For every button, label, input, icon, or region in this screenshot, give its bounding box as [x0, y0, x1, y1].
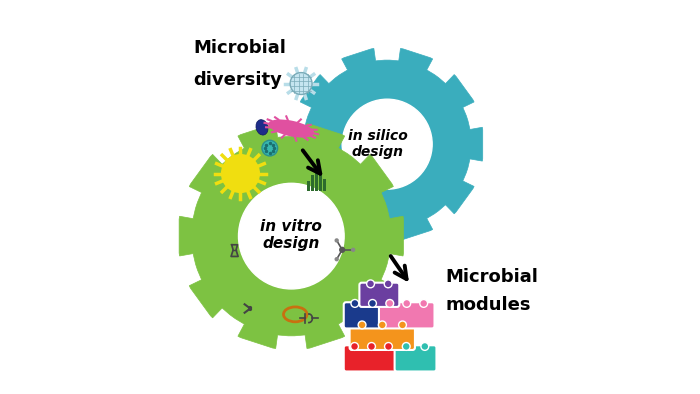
Bar: [312, 175, 314, 191]
FancyBboxPatch shape: [395, 345, 437, 372]
Circle shape: [358, 321, 366, 329]
Circle shape: [402, 342, 410, 350]
Text: modules: modules: [446, 296, 531, 314]
Ellipse shape: [268, 119, 314, 138]
Circle shape: [290, 72, 312, 95]
Text: in silico: in silico: [347, 128, 407, 143]
Circle shape: [384, 342, 393, 350]
Circle shape: [351, 299, 359, 307]
Text: design: design: [351, 145, 403, 159]
Circle shape: [402, 299, 411, 307]
Text: Microbial: Microbial: [446, 268, 539, 286]
Ellipse shape: [256, 120, 268, 135]
Text: diversity: diversity: [193, 71, 282, 89]
FancyBboxPatch shape: [379, 302, 435, 329]
Circle shape: [367, 280, 374, 288]
Circle shape: [262, 140, 278, 156]
Circle shape: [368, 342, 375, 350]
Circle shape: [379, 321, 386, 329]
Circle shape: [239, 183, 344, 289]
Circle shape: [351, 247, 356, 252]
FancyBboxPatch shape: [344, 302, 384, 329]
Circle shape: [351, 342, 358, 350]
Bar: [319, 173, 322, 191]
FancyBboxPatch shape: [344, 345, 399, 372]
Circle shape: [420, 299, 428, 307]
Circle shape: [342, 99, 432, 189]
Bar: [323, 179, 326, 191]
Text: design: design: [262, 236, 320, 251]
Circle shape: [221, 154, 260, 193]
Circle shape: [335, 238, 339, 243]
Circle shape: [386, 299, 393, 307]
Polygon shape: [179, 124, 403, 349]
Circle shape: [369, 299, 377, 307]
Circle shape: [339, 247, 345, 253]
Bar: [315, 169, 318, 191]
Polygon shape: [231, 245, 238, 256]
FancyBboxPatch shape: [359, 282, 399, 307]
Bar: [307, 181, 311, 191]
Circle shape: [384, 280, 392, 288]
Circle shape: [290, 72, 312, 95]
Circle shape: [335, 257, 339, 261]
FancyBboxPatch shape: [349, 324, 415, 350]
Polygon shape: [292, 48, 483, 240]
Circle shape: [398, 321, 407, 329]
Circle shape: [421, 342, 428, 350]
Text: Microbial: Microbial: [193, 39, 286, 58]
Text: in vitro: in vitro: [260, 219, 322, 234]
